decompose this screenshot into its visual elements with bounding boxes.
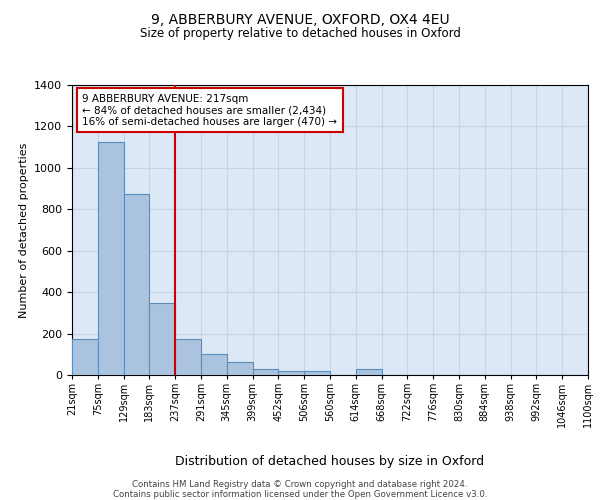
Y-axis label: Number of detached properties: Number of detached properties: [19, 142, 29, 318]
Bar: [72, 339, 98, 375]
Text: Distribution of detached houses by size in Oxford: Distribution of detached houses by size …: [175, 454, 485, 468]
Bar: [278, 371, 304, 375]
Text: 9 ABBERBURY AVENUE: 217sqm
← 84% of detached houses are smaller (2,434)
16% of s: 9 ABBERBURY AVENUE: 217sqm ← 84% of deta…: [82, 94, 337, 127]
Bar: [124, 194, 149, 375]
Bar: [227, 362, 253, 375]
Bar: [253, 369, 278, 375]
Bar: [149, 302, 175, 375]
Bar: [201, 354, 227, 375]
Text: Size of property relative to detached houses in Oxford: Size of property relative to detached ho…: [140, 28, 460, 40]
Bar: [356, 369, 382, 375]
Text: Contains HM Land Registry data © Crown copyright and database right 2024.
Contai: Contains HM Land Registry data © Crown c…: [113, 480, 487, 499]
Bar: [175, 339, 201, 375]
Bar: [304, 371, 330, 375]
Bar: [98, 142, 124, 375]
Text: 9, ABBERBURY AVENUE, OXFORD, OX4 4EU: 9, ABBERBURY AVENUE, OXFORD, OX4 4EU: [151, 12, 449, 26]
